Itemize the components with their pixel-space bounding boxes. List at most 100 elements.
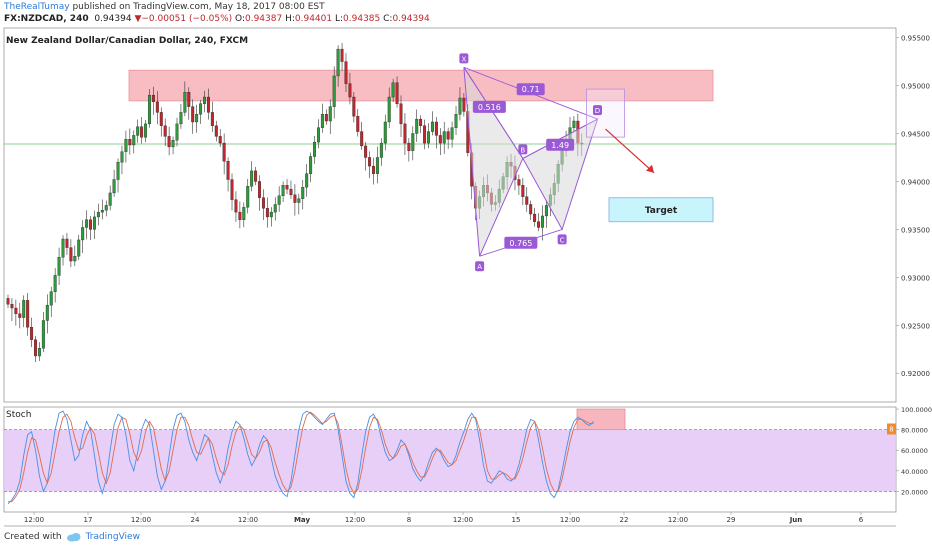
candle-body [411, 133, 415, 151]
x-tick-label: 12:00 [560, 516, 580, 524]
candle-body [148, 94, 151, 125]
fib-ratio-label: 0.516 [478, 103, 501, 112]
tradingview-brand[interactable]: TradingView [85, 532, 140, 542]
candle-body [352, 96, 356, 117]
candle-body [187, 92, 191, 107]
candle-body [179, 112, 183, 125]
fib-ratio-badge [472, 100, 506, 113]
candle-body [81, 227, 85, 241]
candle-body [423, 125, 427, 144]
candle-body [238, 211, 242, 220]
candle-body [254, 170, 258, 182]
x-tick-label: 12:00 [24, 516, 44, 524]
candle-body [360, 131, 364, 147]
quote-line: FX:NZDCAD, 240 0.94394 ▼−0.00051 (−0.05%… [4, 14, 430, 24]
candle-body [419, 118, 423, 126]
candle-body [297, 198, 301, 203]
candle-body [541, 215, 544, 228]
author-link[interactable]: TheRealTumay [4, 2, 70, 12]
candle-body [104, 205, 108, 211]
stoch-tick-label: 20.0000 [901, 488, 928, 496]
candle-body [320, 114, 324, 128]
x-tick-label: May [294, 516, 310, 524]
fib-ratio-badge [516, 83, 545, 96]
candle-body [210, 112, 214, 126]
publish-line: TheRealTumay published on TradingView.co… [4, 2, 325, 12]
candle-body [41, 320, 45, 349]
candle-body [171, 140, 175, 148]
candle-body [316, 127, 320, 143]
candle-body [226, 161, 230, 180]
candle-body [332, 75, 336, 107]
candle-body [277, 195, 281, 205]
symbol-label: FX:NZDCAD, 240 [4, 14, 89, 24]
candle-body [364, 145, 368, 158]
candle-body [203, 96, 206, 104]
candle-body [140, 126, 144, 138]
candle-body [159, 112, 163, 126]
candle-body [340, 48, 344, 62]
y-tick-label: 0.94000 [901, 178, 930, 186]
candle-body [96, 211, 100, 218]
fib-ratio-badge [504, 236, 538, 249]
candle-body [10, 304, 14, 309]
candle-body [427, 131, 430, 144]
pattern-point-label: X [461, 55, 466, 63]
candle-body [69, 247, 73, 262]
candle-body [336, 48, 340, 77]
candle-body [151, 94, 155, 103]
x-tick-label: 24 [191, 516, 200, 524]
open-value: 0.94387 [244, 14, 283, 24]
candle-body [269, 211, 273, 218]
stoch-last-value: 8 [889, 425, 893, 433]
candle-body [285, 185, 289, 190]
candle-body [250, 170, 254, 187]
candle-body [85, 219, 89, 228]
open-label: O: [235, 14, 245, 24]
candle-body [434, 121, 438, 136]
y-tick-label: 0.93500 [901, 226, 930, 234]
candle-body [375, 157, 379, 174]
fib-ratio-badge [546, 138, 575, 151]
candle-body [458, 97, 462, 115]
candle-body [395, 82, 399, 104]
price-change: −0.00051 (−0.05%) [141, 14, 233, 24]
stoch-last-badge [887, 423, 896, 435]
stoch-tick-label: 40.0000 [901, 468, 928, 476]
candle-body [49, 291, 53, 306]
fib-ratio-label: 0.765 [509, 239, 532, 248]
candle-body [144, 123, 148, 138]
candle-body [403, 123, 407, 144]
candle-body [450, 127, 454, 140]
fib-ratio-label: 0.71 [522, 85, 540, 94]
y-tick-label: 0.94500 [901, 130, 930, 138]
candle-body [344, 61, 348, 84]
candle-body [442, 131, 446, 144]
x-tick-label: 12:00 [453, 516, 473, 524]
candle-body [372, 165, 375, 174]
candle-body [281, 185, 285, 196]
candle-body [258, 181, 261, 198]
candle-body [273, 204, 277, 213]
candle-body [572, 120, 576, 128]
candle-body [246, 186, 250, 208]
pattern-point-badge [459, 53, 469, 64]
x-tick-label: 6 [859, 516, 864, 524]
candle-body [175, 123, 179, 141]
candle-body [53, 275, 57, 292]
target-label: Target [645, 206, 678, 216]
target-box [608, 197, 714, 223]
candle-body [120, 151, 124, 163]
candle-body [89, 219, 93, 230]
candle-body [234, 199, 238, 213]
candle-body [183, 92, 187, 113]
chart-title: New Zealand Dollar/Canadian Dollar, 240,… [6, 36, 249, 46]
pattern-point-label: B [520, 146, 525, 154]
x-tick-label: 12:00 [345, 516, 365, 524]
down-arrow-icon: ▼ [134, 14, 142, 24]
y-tick-label: 0.95000 [901, 83, 930, 91]
candle-body [446, 131, 450, 140]
stoch-line [8, 411, 594, 503]
candle-body [324, 114, 328, 122]
